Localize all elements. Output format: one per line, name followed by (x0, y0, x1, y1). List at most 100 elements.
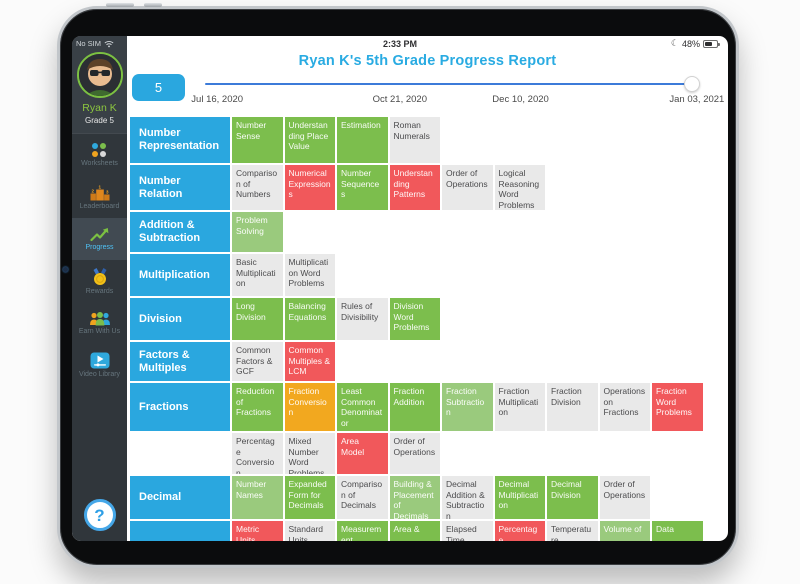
topic-cell[interactable]: Comparison of Numbers (232, 165, 283, 210)
grid-row: Number Representation Number Sense Underst… (130, 117, 728, 163)
sidebar-item-rewards[interactable]: Rewards (72, 260, 127, 302)
topic-cell[interactable]: Decimal Multiplication (494, 476, 545, 519)
topic-cell[interactable]: Fraction Division (547, 383, 598, 431)
topic-cell[interactable]: Fraction Multiplication (494, 383, 545, 431)
sidebar-item-progress[interactable]: Progress (72, 218, 127, 260)
sidebar-item-video-library[interactable]: Video Library (72, 344, 127, 386)
timeline-dates: Jul 16, 2020 Oct 21, 2020 Dec 10, 2020 J… (191, 94, 724, 106)
svg-text:1: 1 (98, 185, 101, 190)
help-button[interactable]: ? (83, 499, 116, 531)
topic-cell[interactable]: Comparison of Decimals (337, 476, 388, 519)
topic-cell[interactable]: Fraction Addition (389, 383, 440, 431)
topic-cell[interactable]: Decimal Addition & Subtraction (442, 476, 493, 519)
topic-cell[interactable]: Common Multiples & LCM (284, 342, 335, 381)
topic-cell[interactable]: Area Model (337, 433, 388, 474)
row-label: Number Relation (130, 165, 230, 210)
topic-cell[interactable]: Order of Operations (442, 165, 493, 210)
topic-cell[interactable]: Common Factors & GCF (232, 342, 283, 381)
status-carrier: No SIM (76, 39, 114, 48)
row-label: Number Representation (130, 117, 230, 163)
topic-cell[interactable]: Percentage (494, 521, 545, 541)
topic-cell[interactable]: Elapsed Time (442, 521, 493, 541)
topic-cell[interactable]: Numerical Expressions (284, 165, 335, 210)
sidebar-item-earn-with-us[interactable]: Earn With Us (72, 302, 127, 344)
user-grade: Grade 5 (85, 116, 114, 125)
topic-cell[interactable]: Data (652, 521, 703, 541)
topic-cell[interactable]: Expanded Form for Decimals (284, 476, 335, 519)
topic-cell[interactable]: Reduction of Fractions (232, 383, 283, 431)
nav-label: Rewards (85, 287, 114, 295)
topic-cell[interactable]: Order of Operations (389, 433, 440, 474)
nav-label: Earn With Us (78, 328, 121, 335)
wifi-icon (104, 40, 114, 47)
user-name: Ryan K (82, 102, 117, 114)
date-label: Dec 10, 2020 (492, 94, 549, 105)
topic-cell[interactable]: Basic Multiplication (232, 254, 283, 296)
sidebar: No SIM (72, 36, 127, 541)
topic-cell[interactable]: Division Word Problems (389, 298, 440, 340)
topic-cell[interactable]: Least Common Denominator (337, 383, 388, 431)
topic-cell[interactable]: Operations on Fractions (599, 383, 650, 431)
topic-cell[interactable]: Order of Operations (599, 476, 650, 519)
podium-icon: 1 2 3 (90, 185, 109, 201)
profile-block: Ryan K Grade 5 (72, 36, 127, 134)
topic-cell[interactable]: Number Sense (232, 117, 283, 163)
grid-row: Number Relation Comparison of Numbers Nume… (130, 165, 728, 210)
sidebar-item-worksheets[interactable]: Worksheets (72, 134, 127, 176)
topic-cell[interactable]: Estimation (337, 117, 388, 163)
sidebar-nav: Worksheets 1 2 3 Leaderboard (72, 134, 127, 386)
camera-dot (63, 267, 68, 272)
row-label: Addition & Subtraction (130, 212, 230, 252)
svg-text:2: 2 (91, 189, 94, 194)
row-label: Multiplication (130, 254, 230, 296)
topic-cell[interactable]: Balancing Equations (284, 298, 335, 340)
topic-cell[interactable]: Understanding Place Value (284, 117, 335, 163)
topic-cell[interactable]: Fraction Word Problems (652, 383, 703, 431)
topic-cell[interactable]: Rules of Divisibility (337, 298, 388, 340)
carrier-label: No SIM (76, 39, 102, 48)
date-label: Jan 03, 2021 (669, 94, 725, 105)
topic-cell[interactable]: Multiplication Word Problems (284, 254, 335, 296)
topic-cell[interactable]: Fraction Subtraction (442, 383, 493, 431)
topic-cell[interactable]: Understanding Patterns (389, 165, 440, 210)
page-title: Ryan K's 5th Grade Progress Report (298, 53, 557, 69)
power-button (106, 3, 134, 7)
row-label: Fractions (130, 383, 230, 431)
topic-cell[interactable]: Percentage Conversion (232, 433, 283, 474)
grid-row: Multiplication Basic Multiplication Multip… (130, 254, 728, 296)
topic-cell[interactable]: Number Sequences (337, 165, 388, 210)
topic-cell[interactable]: Area & (389, 521, 440, 541)
topic-cell[interactable]: Standard Units (284, 521, 335, 541)
volume-button (144, 3, 162, 7)
topic-cell[interactable]: Volume of (599, 521, 650, 541)
topic-cell[interactable]: Number Names (232, 476, 283, 519)
topic-cell[interactable]: Problem Solving (232, 212, 283, 252)
row-label (130, 433, 230, 474)
progress-grid: Number Representation Number Sense Underst… (130, 117, 728, 541)
topic-cell[interactable]: Decimal Division (547, 476, 598, 519)
sidebar-item-leaderboard[interactable]: 1 2 3 Leaderboard (72, 176, 127, 218)
avatar[interactable] (76, 52, 123, 98)
topic-cell[interactable]: Long Division (232, 298, 283, 340)
nav-label: Progress (85, 244, 114, 251)
topic-cell[interactable]: Mixed Number Word Problems (284, 433, 335, 474)
topic-cell[interactable]: Building & Placement of Decimals (389, 476, 440, 519)
topic-cell[interactable]: Fraction Conversion (284, 383, 335, 431)
topic-cell[interactable]: Roman Numerals (389, 117, 440, 163)
topic-cell[interactable]: Temperature (547, 521, 598, 541)
grid-row: Percentage Conversion Mixed Number Word P… (130, 433, 728, 474)
battery-percent: 48% (681, 38, 700, 49)
grade-level-badge[interactable]: 5 (132, 74, 185, 101)
grid-row: Addition & Subtraction Problem Solving (130, 212, 728, 252)
ipad-frame: No SIM (57, 3, 739, 568)
topic-cell[interactable]: Metric Units (232, 521, 283, 541)
topic-cell[interactable]: Measurement (337, 521, 388, 541)
timeline-slider-handle[interactable] (684, 76, 700, 92)
row-label: Factors & Multiples (130, 342, 230, 381)
timeline-slider-track[interactable] (205, 76, 700, 92)
people-icon (89, 312, 110, 326)
topic-cell[interactable]: Logical Reasoning Word Problems (494, 165, 545, 210)
grid-row: Decimal Number Names Expanded Form for Dec… (130, 476, 728, 519)
